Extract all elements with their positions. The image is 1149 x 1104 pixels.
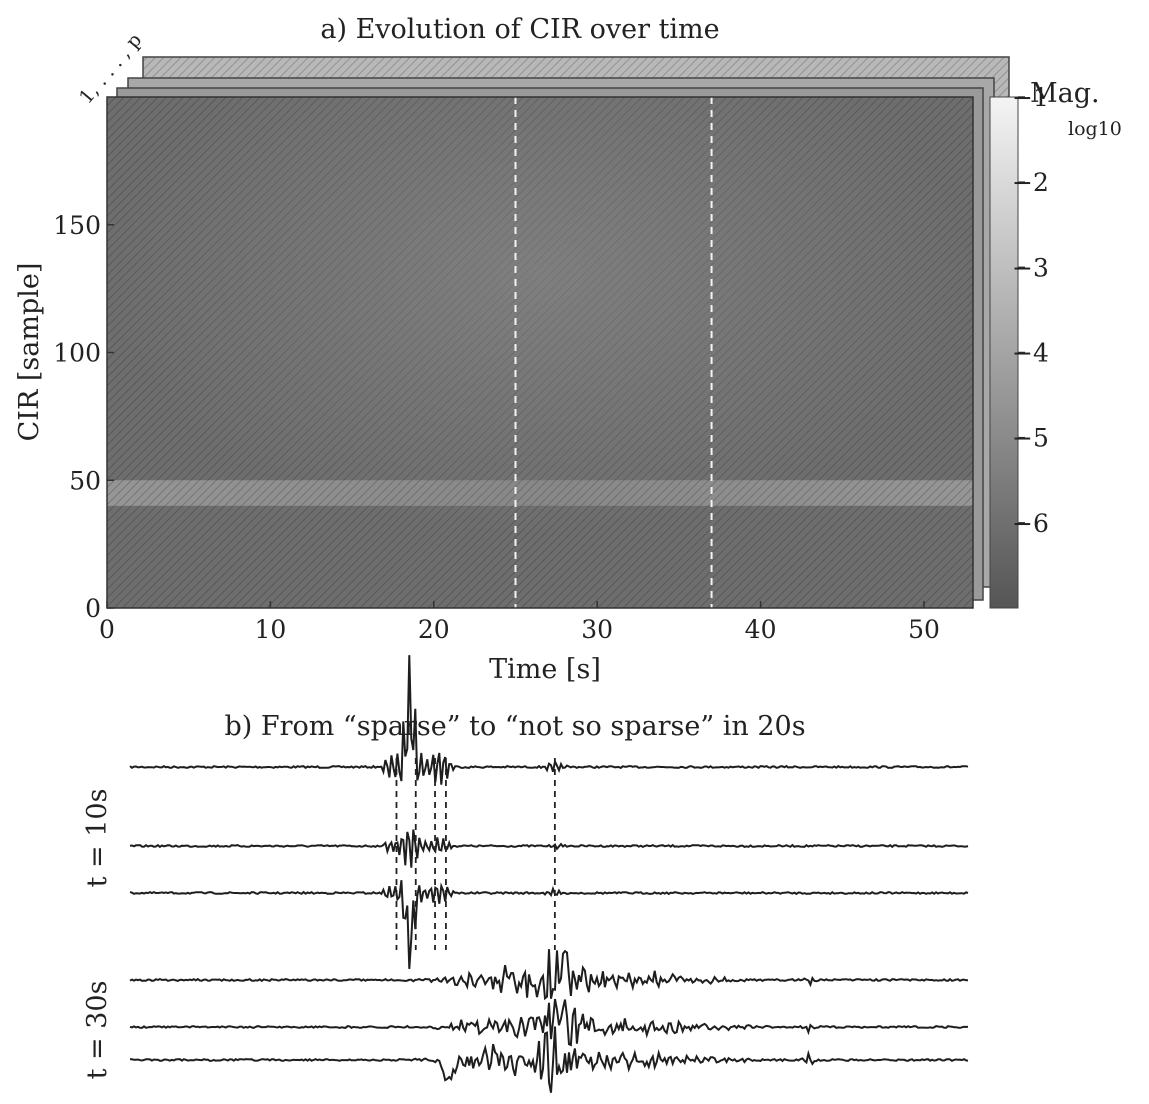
y-axis-label: CIR [sample]: [14, 263, 45, 442]
y-axis-ticks: 0 50 100 150: [53, 211, 114, 623]
y-tick-label: 0: [85, 594, 101, 623]
colorbar-tick-label: −3: [1012, 253, 1049, 282]
colorbar-tick-label: −2: [1012, 168, 1049, 197]
panel-a-title: a) Evolution of CIR over time: [320, 14, 719, 45]
panel-b-title: b) From “sparse” to “not so sparse” in 2…: [224, 711, 805, 742]
colorbar-tick-label: −5: [1012, 424, 1049, 453]
colorbar-tick-label: −6: [1012, 509, 1049, 538]
y-tick-label: 100: [53, 339, 101, 368]
trace-group-t10: [130, 655, 968, 969]
x-tick-label: 30: [581, 615, 613, 644]
x-tick-label: 40: [745, 615, 777, 644]
trace-t30-3: [130, 1027, 968, 1093]
heatmap-panel: 1, . . . , p 01020304050 050100150 Time …: [14, 29, 1122, 685]
group-label-t30: t = 30s: [82, 981, 113, 1080]
colorbar-tick-label: −4: [1012, 339, 1049, 368]
x-tick-label: 50: [908, 615, 940, 644]
trace-t10-2: [130, 830, 968, 868]
colorbar-label: Mag.: [1030, 78, 1100, 109]
colorbar: −1−2−3−4−5−6 Mag. log10: [990, 78, 1122, 608]
group-label-t10: t = 10s: [82, 789, 113, 888]
trace-t30-2: [130, 999, 968, 1045]
y-tick-label: 150: [53, 211, 101, 240]
y-tick-label: 50: [69, 466, 101, 495]
trace-t30-1: [130, 949, 968, 999]
x-axis-label: Time [s]: [489, 654, 601, 685]
heatmap-center-glow: [107, 97, 973, 608]
trace-group-t30: [130, 949, 968, 1092]
x-tick-label: 0: [99, 615, 115, 644]
heatmap-image: [107, 97, 973, 608]
trace-markers: [396, 758, 554, 950]
x-tick-label: 10: [254, 615, 286, 644]
x-tick-label: 20: [418, 615, 450, 644]
colorbar-sublabel: log10: [1068, 118, 1122, 140]
strong-path-band-texture: [107, 480, 973, 506]
